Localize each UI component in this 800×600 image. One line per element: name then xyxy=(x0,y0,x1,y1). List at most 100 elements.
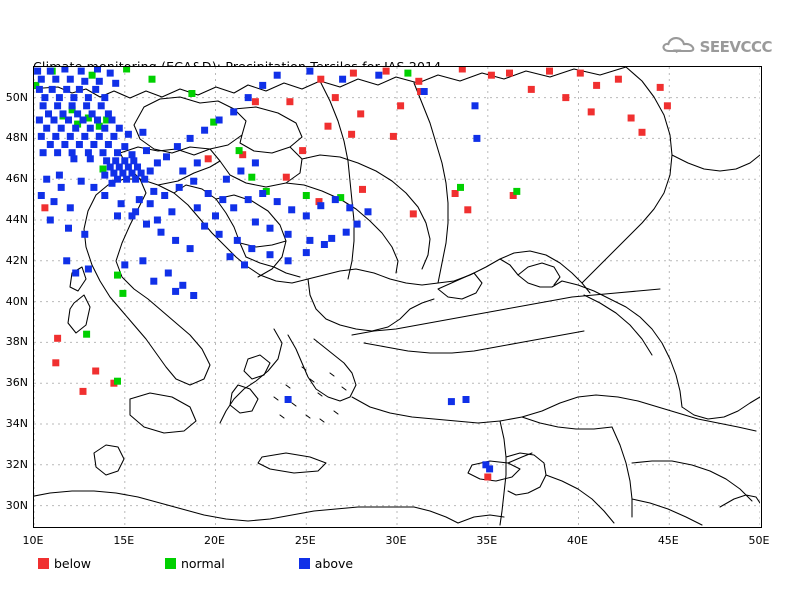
data-marker-above xyxy=(132,208,140,216)
data-marker-above xyxy=(55,94,63,102)
data-marker-above xyxy=(123,175,131,183)
data-marker-below xyxy=(458,67,466,73)
data-marker-above xyxy=(79,116,87,124)
x-tick-label: 50E xyxy=(748,534,770,547)
data-marker-above xyxy=(164,269,172,277)
data-marker-above xyxy=(273,71,281,79)
legend: below normal above xyxy=(38,556,427,571)
data-marker-above xyxy=(97,102,105,110)
data-marker-above xyxy=(146,167,154,175)
data-marker-above xyxy=(244,196,252,204)
legend-label-normal: normal xyxy=(180,556,225,571)
data-marker-above xyxy=(251,218,259,226)
data-marker-above xyxy=(72,124,80,132)
data-marker-above xyxy=(77,177,85,185)
data-marker-above xyxy=(112,79,120,87)
x-tick-label: 15E xyxy=(113,534,135,547)
data-marker-above xyxy=(473,134,481,142)
data-marker-above xyxy=(172,236,180,244)
data-marker-below xyxy=(315,198,323,206)
y-tick-label: 36N xyxy=(5,376,28,390)
data-marker-above xyxy=(75,141,83,148)
data-marker-above xyxy=(104,141,112,148)
data-marker-above xyxy=(215,230,223,238)
data-marker-above xyxy=(186,134,194,142)
data-marker-above xyxy=(65,224,72,232)
data-marker-above xyxy=(179,167,187,175)
data-marker-above xyxy=(447,398,455,406)
x-tick-label: 30E xyxy=(385,534,407,547)
data-marker-normal xyxy=(248,173,256,181)
data-marker-above xyxy=(219,196,227,204)
data-marker-above xyxy=(90,183,98,191)
data-marker-above xyxy=(63,85,71,93)
data-marker-normal xyxy=(34,81,40,89)
data-marker-above xyxy=(66,132,74,140)
data-marker-above xyxy=(110,132,118,140)
data-marker-above xyxy=(86,155,94,163)
data-marker-above xyxy=(46,216,54,224)
data-marker-above xyxy=(222,175,230,183)
data-marker-above xyxy=(43,124,51,132)
data-marker-above xyxy=(186,245,194,253)
data-marker-below xyxy=(348,130,356,138)
data-marker-above xyxy=(124,130,132,138)
data-marker-above xyxy=(66,75,74,83)
data-marker-above xyxy=(119,169,127,177)
data-marker-above xyxy=(61,141,69,148)
x-tick-label: 20E xyxy=(204,534,225,547)
data-marker-above xyxy=(233,236,241,244)
cloud-icon xyxy=(662,36,696,57)
data-marker-above xyxy=(173,143,181,151)
data-marker-below xyxy=(331,94,339,102)
data-marker-above xyxy=(68,102,76,110)
data-marker-above xyxy=(41,94,49,102)
legend-label-below: below xyxy=(54,556,91,571)
data-marker-above xyxy=(193,204,201,212)
data-marker-below xyxy=(317,75,325,83)
legend-item-below: below xyxy=(38,556,91,571)
data-marker-above xyxy=(81,77,89,85)
data-marker-above xyxy=(106,163,114,171)
data-marker-above xyxy=(48,85,56,93)
data-marker-above xyxy=(115,163,123,171)
data-marker-above xyxy=(288,206,296,214)
data-marker-above xyxy=(84,265,92,273)
data-marker-below xyxy=(546,67,553,75)
data-marker-above xyxy=(50,116,58,124)
data-marker-above xyxy=(346,204,354,212)
data-marker-below xyxy=(41,204,49,212)
data-marker-above xyxy=(364,208,372,216)
data-marker-above xyxy=(190,177,198,185)
y-tick-label: 48N xyxy=(5,131,28,145)
data-marker-below xyxy=(614,75,622,83)
data-marker-above xyxy=(259,81,267,89)
y-tick-label: 40N xyxy=(5,294,28,308)
data-marker-below xyxy=(349,69,357,77)
data-marker-above xyxy=(137,169,145,177)
seevccc-logo: SEEVCCC xyxy=(662,36,773,57)
x-tick-label: 45E xyxy=(657,534,679,547)
data-marker-above xyxy=(204,190,212,197)
data-marker-below xyxy=(587,108,595,116)
data-marker-below xyxy=(409,210,417,218)
data-marker-above xyxy=(86,124,94,132)
data-marker-below xyxy=(92,367,100,375)
data-marker-below xyxy=(627,114,635,122)
data-marker-above xyxy=(190,292,198,299)
data-marker-above xyxy=(306,67,314,75)
data-marker-above xyxy=(108,116,116,124)
data-marker-normal xyxy=(95,122,103,130)
data-marker-normal xyxy=(114,377,121,385)
data-marker-below xyxy=(251,98,259,106)
legend-swatch-below xyxy=(38,558,49,569)
data-marker-above xyxy=(175,183,183,191)
data-marker-above xyxy=(45,110,52,118)
data-marker-above xyxy=(353,220,361,228)
data-marker-normal xyxy=(119,289,127,297)
data-marker-below xyxy=(397,102,405,110)
y-tick-label: 50N xyxy=(5,90,28,104)
data-marker-above xyxy=(259,190,267,197)
data-marker-above xyxy=(99,149,107,157)
y-tick-label: 44N xyxy=(5,213,28,226)
